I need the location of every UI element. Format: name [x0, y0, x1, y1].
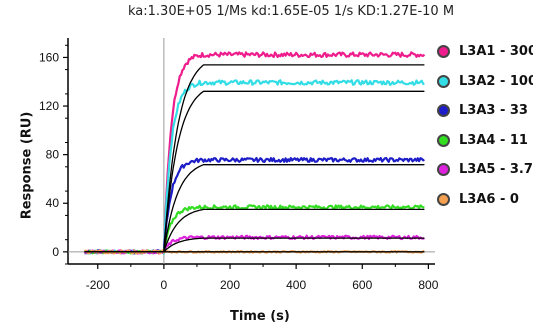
series-line	[83, 204, 425, 255]
legend-item: L3A2 - 100	[437, 67, 533, 97]
y-tick-label: 160	[39, 50, 59, 64]
legend-swatch	[437, 133, 450, 147]
legend-label: L3A3 - 33	[459, 103, 528, 119]
x-tick-label: 200	[220, 278, 240, 292]
chart-title-text: ka:1.30E+05 1/Ms kd:1.65E-05 1/s KD:1.27…	[128, 4, 455, 19]
legend-label: L3A2 - 100	[459, 73, 533, 89]
legend-swatch	[437, 45, 450, 59]
fit-line	[84, 64, 425, 253]
y-tick-label: 40	[46, 196, 60, 210]
y-axis-label: Response (RU)	[19, 111, 35, 220]
legend-label: L3A5 - 3.7	[459, 162, 533, 178]
x-tick-label: 0	[161, 278, 168, 292]
fit-line	[84, 208, 425, 253]
y-tick-label: 120	[39, 99, 59, 113]
x-tick-label: 600	[352, 278, 372, 292]
legend-item: L3A3 - 33	[437, 96, 533, 126]
legend-item: L3A4 - 11	[437, 126, 533, 156]
y-tick-label: 80	[46, 148, 60, 162]
x-tick-label: -200	[86, 278, 110, 292]
legend-swatch	[437, 192, 450, 206]
y-tick-label: 0	[52, 245, 59, 259]
x-axis-label: Time (s)	[230, 309, 290, 324]
legend-item: L3A1 - 300	[437, 37, 533, 67]
legend-label: L3A4 - 11	[459, 132, 528, 148]
legend-label: L3A6 - 0	[459, 191, 519, 207]
fit-line	[84, 90, 425, 253]
x-tick-label: 400	[286, 278, 306, 292]
legend-label: L3A1 - 300	[459, 44, 533, 60]
legend-item: L3A6 - 0	[437, 185, 533, 215]
legend-swatch	[437, 104, 450, 118]
x-tick-label: 800	[418, 278, 438, 292]
legend: L3A1 - 300 L3A2 - 100 L3A3 - 33 L3A4 - 11 L3…	[437, 37, 533, 214]
legend-swatch	[437, 74, 450, 88]
legend-swatch	[437, 163, 450, 177]
series-line	[83, 79, 425, 255]
legend-item: L3A5 - 3.7	[437, 155, 533, 185]
